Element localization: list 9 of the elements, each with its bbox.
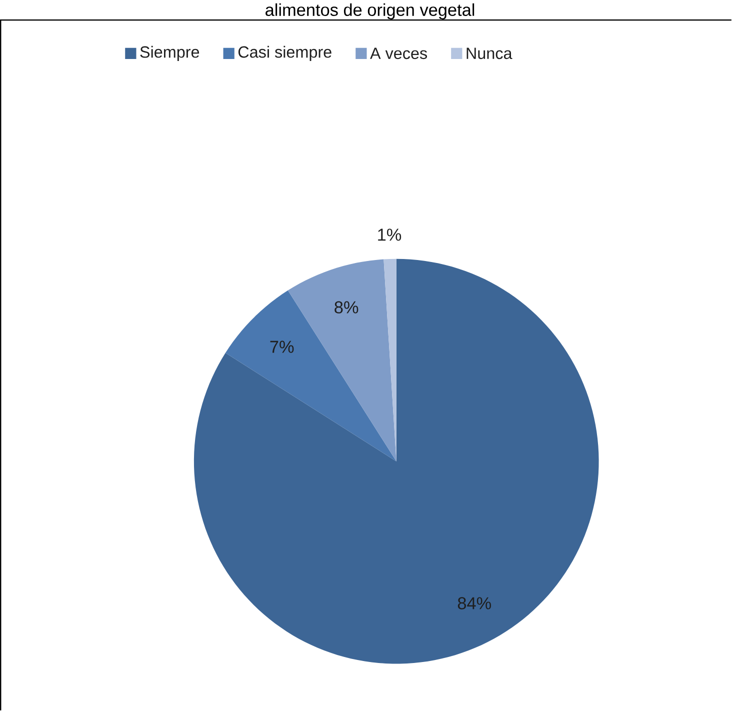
data-label: 7%	[270, 340, 294, 353]
legend-label: Casi siempre	[238, 46, 332, 62]
data-label: 84%	[458, 597, 491, 610]
legend-label: Siempre	[140, 46, 200, 62]
data-label: 1%	[378, 228, 402, 241]
chart-title: alimentos de origen vegetal	[266, 3, 474, 20]
legend-label: Nunca	[466, 48, 512, 60]
legend-label: A veces	[370, 48, 427, 60]
data-label: 8%	[334, 301, 358, 314]
